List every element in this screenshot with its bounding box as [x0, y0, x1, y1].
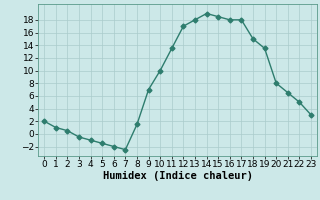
X-axis label: Humidex (Indice chaleur): Humidex (Indice chaleur) [103, 171, 252, 181]
